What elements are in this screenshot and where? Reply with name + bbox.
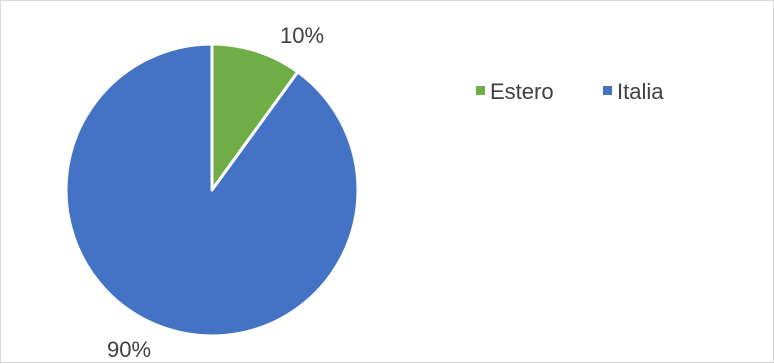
data-label-italia: 90% (107, 337, 151, 362)
pie-slice-estero (210, 42, 300, 192)
legend-swatch-italia (603, 86, 612, 95)
data-label-estero: 10% (280, 23, 324, 48)
pie-slice-italia (64, 42, 360, 338)
legend-label-italia: Italia (617, 79, 664, 104)
legend-swatch-estero (476, 86, 485, 95)
legend-label-estero: Estero (490, 79, 554, 104)
legend: Estero Italia (476, 79, 664, 104)
